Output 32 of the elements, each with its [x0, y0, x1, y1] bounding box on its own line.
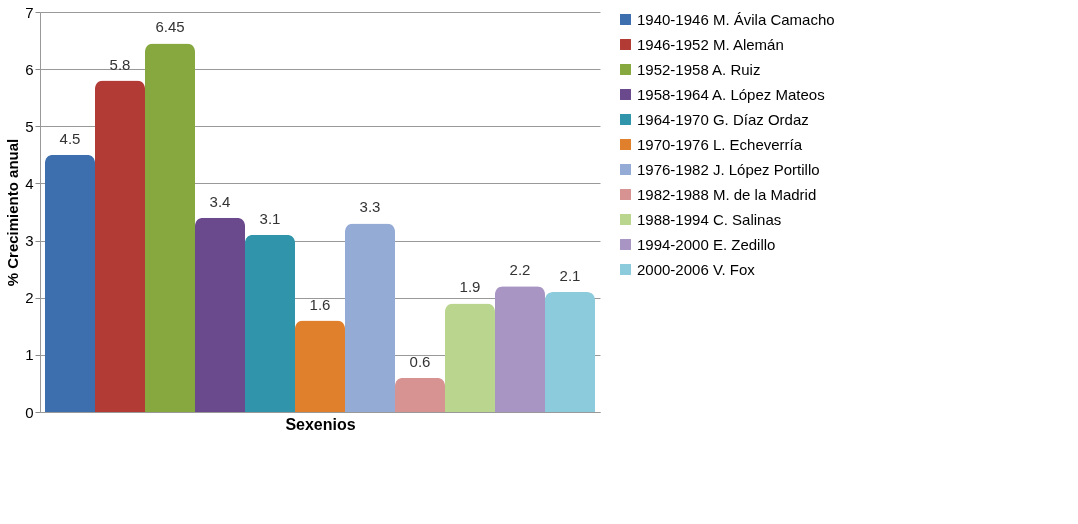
data-label: 0.6	[409, 352, 431, 370]
legend-label: 1976-1982 J. López Portillo	[637, 160, 820, 178]
y-tick-label: 1	[25, 346, 34, 364]
legend-label: 1982-1988 M. de la Madrid	[637, 185, 817, 203]
y-tick-label: 0	[25, 403, 34, 421]
y-tick-label: 3	[25, 232, 34, 250]
x-axis-title: Sexenios	[285, 415, 356, 433]
data-label: 1.6	[309, 295, 331, 313]
legend-label: 1970-1976 L. Echeverría	[637, 135, 803, 153]
legend-label: 1958-1964 A. López Mateos	[637, 85, 825, 103]
data-label: 3.3	[359, 198, 381, 216]
data-label: 6.45	[155, 18, 185, 36]
legend-label: 1964-1970 G. Díaz Ordaz	[637, 110, 809, 128]
y-tick-label: 4	[25, 174, 34, 192]
data-label: 5.8	[109, 55, 131, 73]
legend-label: 2000-2006 V. Fox	[637, 260, 756, 278]
y-tick-label: 7	[25, 3, 34, 21]
legend-label: 1952-1958 A. Ruiz	[637, 60, 761, 78]
data-label: 4.5	[59, 129, 81, 147]
data-label: 2.1	[559, 267, 581, 284]
data-label: 3.4	[209, 192, 231, 210]
legend-label: 1994-2000 E. Zedillo	[637, 235, 776, 253]
data-label: 3.1	[259, 209, 281, 227]
legend-label: 1940-1946 M. Ávila Camacho	[637, 10, 835, 28]
y-tick-label: 6	[25, 60, 34, 78]
data-label: 1.9	[459, 278, 481, 296]
y-tick-label: 5	[25, 117, 34, 135]
y-tick-label: 2	[25, 289, 34, 307]
data-label: 2.2	[509, 261, 531, 279]
legend-label: 1946-1952 M. Alemán	[637, 35, 784, 53]
legend-label: 1988-1994 C. Salinas	[637, 210, 782, 228]
y-axis-title: % Crecimiento anual	[4, 138, 22, 287]
